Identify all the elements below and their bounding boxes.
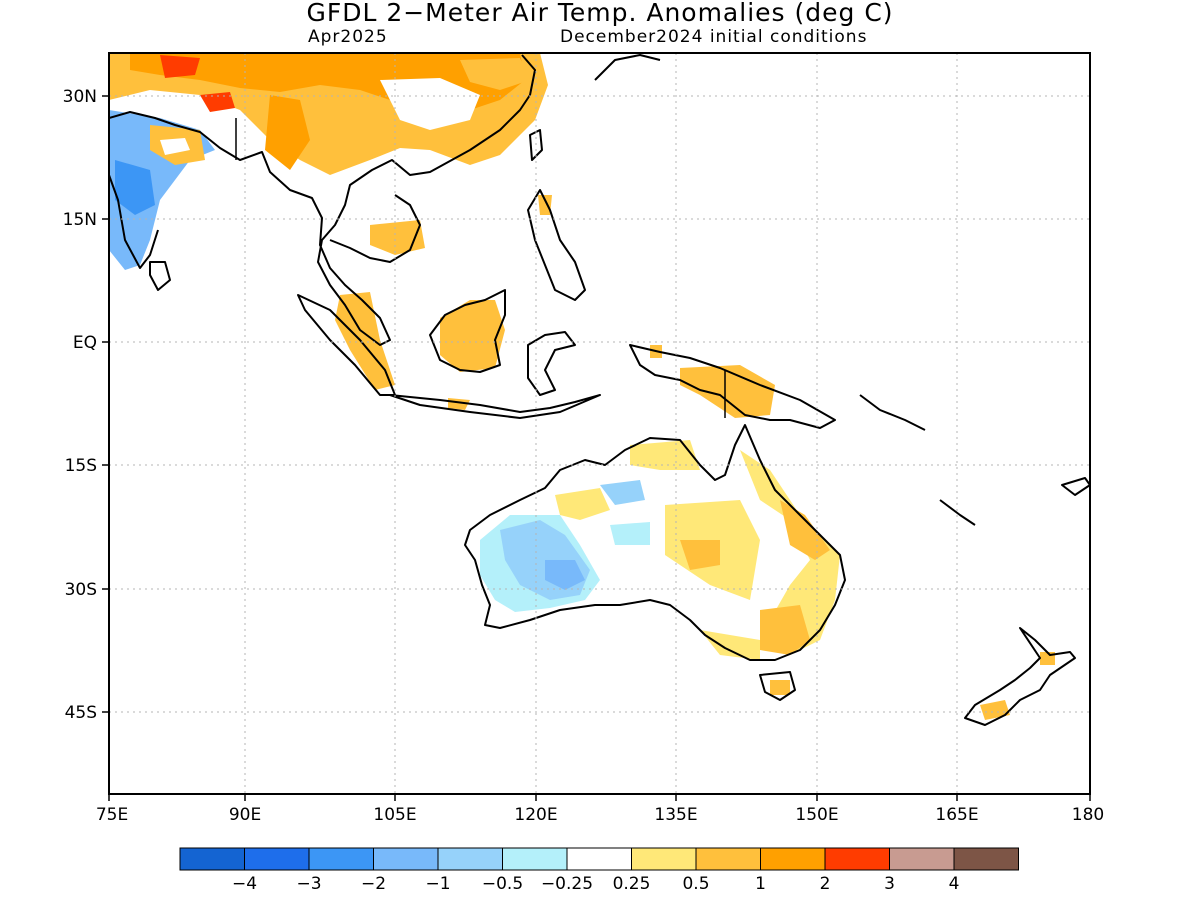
colorbar-label: 0.5 <box>682 874 709 894</box>
lat-label: EQ <box>73 333 97 353</box>
graticule <box>109 53 1090 794</box>
colorbar-label: −0.25 <box>541 874 593 894</box>
longitude-labels: 75E 90E 105E 120E 135E 150E 165E 180 <box>96 805 1104 825</box>
lon-label: 75E <box>96 805 128 825</box>
colorbar-swatch <box>824 847 890 871</box>
lon-label: 180 <box>1072 805 1104 825</box>
colorbar-swatch <box>566 847 632 871</box>
lat-label: 30N <box>63 87 97 107</box>
colorbar-swatch <box>179 847 245 871</box>
colorbar-swatch <box>244 847 310 871</box>
colorbar-swatch <box>437 847 503 871</box>
colorbar-swatch <box>695 847 761 871</box>
lon-label: 105E <box>373 805 416 825</box>
anomaly-fields <box>109 53 1055 720</box>
lat-label: 15N <box>63 210 97 230</box>
lon-label: 135E <box>654 805 697 825</box>
valid-month-label: Apr2025 <box>308 27 388 47</box>
lat-label: 30S <box>65 580 97 600</box>
lat-label: 45S <box>65 703 97 723</box>
colorbar-label: −4 <box>232 874 257 894</box>
colorbar-label: 3 <box>884 874 895 894</box>
colorbar-swatch <box>889 847 955 871</box>
colorbar-label: −1 <box>425 874 450 894</box>
latitude-labels: 30N 15N EQ 15S 30S 45S <box>63 87 97 723</box>
colorbar-label: 2 <box>820 874 831 894</box>
colorbar-label: −3 <box>296 874 321 894</box>
colorbar-label: 4 <box>949 874 960 894</box>
colorbar-swatch <box>308 847 374 871</box>
colorbar-swatch <box>373 847 439 871</box>
map-title: GFDL 2−Meter Air Temp. Anomalies (deg C) <box>306 0 894 27</box>
colorbar: −4 −3 −2 −1 −0.5 −0.25 0.25 0.5 1 2 3 4 <box>179 847 1019 894</box>
lat-label: 15S <box>65 456 97 476</box>
colorbar-label: −0.5 <box>482 874 523 894</box>
coastlines <box>109 54 1090 726</box>
lon-label: 90E <box>229 805 261 825</box>
colorbar-label: 0.25 <box>613 874 651 894</box>
colorbar-label: −2 <box>361 874 386 894</box>
colorbar-swatch <box>760 847 826 871</box>
colorbar-swatch <box>953 847 1019 871</box>
map-frame <box>108 52 1091 795</box>
lon-label: 120E <box>514 805 557 825</box>
axis-ticks <box>102 95 1091 801</box>
lon-label: 165E <box>935 805 978 825</box>
colorbar-label: 1 <box>755 874 766 894</box>
colorbar-swatch <box>502 847 568 871</box>
init-conditions-label: December2024 initial conditions <box>560 27 868 47</box>
lon-label: 150E <box>795 805 838 825</box>
colorbar-swatch <box>631 847 697 871</box>
